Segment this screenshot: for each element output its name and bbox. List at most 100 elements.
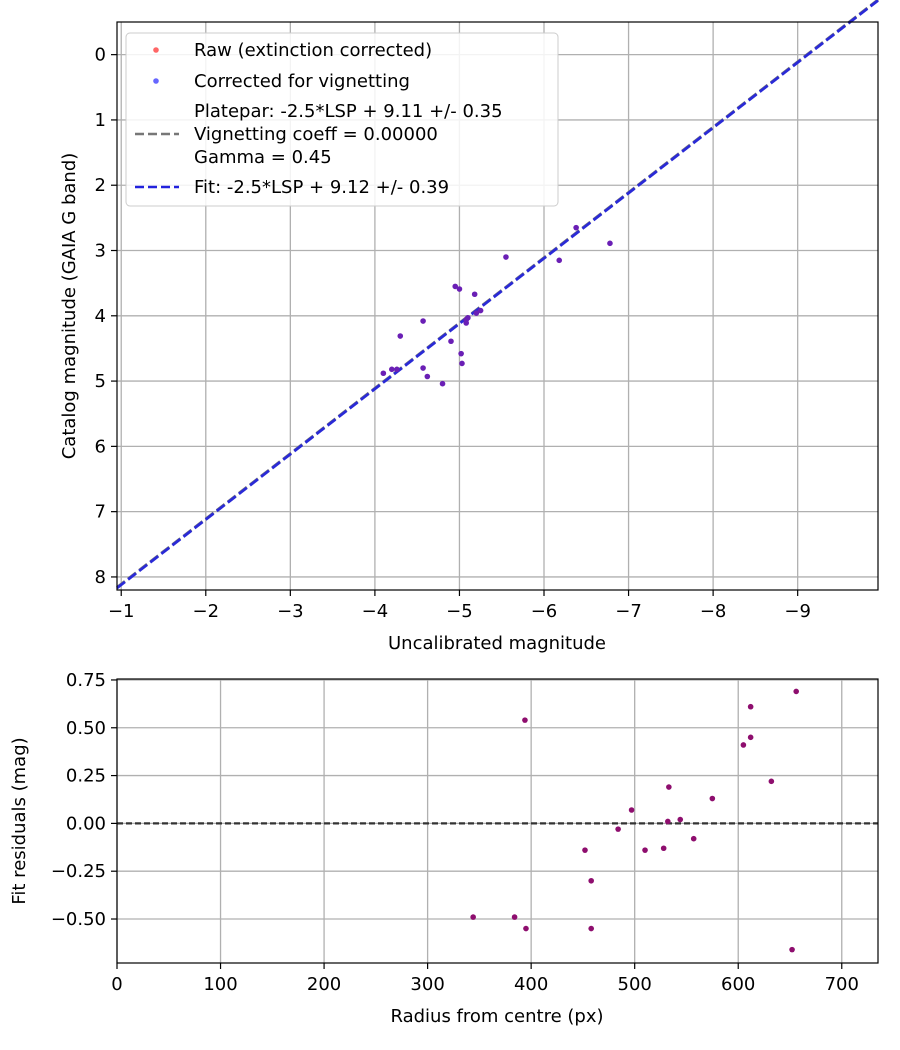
legend-label-vignetting: Vignetting coeff = 0.00000	[194, 124, 438, 145]
x-tick-label: −3	[277, 601, 304, 622]
data-point	[522, 717, 528, 723]
y-tick-label: 5	[95, 371, 106, 392]
data-point	[420, 318, 426, 324]
x-tick-label: −4	[362, 601, 389, 622]
data-point	[463, 320, 470, 326]
data-point	[448, 338, 454, 345]
x-tick-label: −2	[193, 601, 220, 622]
data-point	[789, 946, 795, 953]
legend-box	[125, 32, 559, 207]
legend-marker-raw	[153, 47, 159, 53]
bottom-plot-frame	[116, 678, 879, 964]
y-tick-label: −0.50	[51, 909, 106, 930]
top-plot-frame	[116, 21, 879, 591]
fit-line	[116, 0, 879, 590]
data-point	[665, 818, 671, 825]
bottom-plot-y-ticks: 0.75 0.50 0.25 0.00 −0.25 −0.50	[51, 670, 117, 930]
y-tick-label: −0.25	[51, 861, 106, 882]
data-point	[588, 925, 595, 932]
x-tick-label: 500	[618, 974, 652, 995]
data-point	[628, 807, 635, 813]
data-point	[740, 742, 747, 748]
bottom-plot-x-ticks: 0 100 200 300 400 500 600 700	[111, 963, 859, 995]
data-point	[456, 286, 463, 292]
top-plot-y-ticks: 0 1 2 3 4 5 6 7 8	[95, 45, 117, 588]
y-tick-label: 0.50	[66, 718, 106, 739]
y-tick-label: 0	[95, 45, 106, 66]
data-point	[420, 365, 426, 371]
top-plot-x-ticks: −1 −2 −3 −4 −5 −6 −7 −8 −9	[108, 590, 811, 622]
x-tick-label: −1	[108, 601, 135, 622]
y-tick-label: 7	[95, 502, 106, 523]
data-point	[573, 224, 579, 231]
data-point	[556, 257, 563, 264]
top-plot-legend: Raw (extinction corrected) Corrected for…	[125, 32, 559, 207]
x-tick-label: −9	[784, 601, 811, 622]
y-tick-label: 2	[95, 175, 106, 196]
data-point	[477, 307, 484, 314]
data-point	[660, 845, 667, 852]
top-plot-x-label: Uncalibrated magnitude	[388, 633, 606, 654]
x-tick-label: −5	[446, 601, 473, 622]
top-plot-y-label: Catalog magnitude (GAIA G band)	[59, 153, 80, 460]
data-point	[439, 380, 446, 387]
bottom-residuals-plot: 0 100 200 300 400 500 600 700 0.75 0.50 0.25 0.00 −…	[9, 670, 879, 1027]
data-point	[709, 795, 716, 802]
data-point	[473, 310, 480, 316]
data-point	[397, 333, 404, 339]
y-tick-label: 8	[95, 567, 106, 588]
data-point	[666, 784, 672, 790]
data-point	[452, 283, 459, 290]
y-tick-label: 4	[95, 306, 106, 327]
y-tick-label: 0.25	[66, 766, 106, 787]
x-tick-label: −8	[700, 601, 727, 622]
top-plot-points	[380, 224, 613, 387]
y-tick-label: 6	[95, 436, 106, 457]
x-tick-label: 400	[514, 974, 548, 995]
x-tick-label: −6	[531, 601, 558, 622]
data-point	[389, 366, 395, 373]
bottom-plot-y-label: Fit residuals (mag)	[9, 737, 30, 904]
legend-label-fit: Fit: -2.5*LSP + 9.12 +/- 0.39	[194, 177, 449, 198]
top-plot-lines	[116, 0, 879, 590]
y-tick-label: 3	[95, 241, 106, 262]
data-point	[458, 350, 464, 357]
data-point	[768, 778, 775, 785]
data-point	[523, 925, 529, 932]
legend-marker-corrected	[153, 78, 159, 84]
y-tick-label: 1	[95, 110, 106, 131]
data-point	[511, 914, 518, 920]
bottom-plot-x-label: Radius from centre (px)	[390, 1006, 603, 1027]
x-tick-label: 0	[111, 974, 122, 995]
data-point	[459, 360, 465, 367]
y-tick-label: 0.75	[66, 670, 106, 691]
legend-label-gamma: Gamma = 0.45	[194, 147, 332, 168]
data-point	[793, 688, 800, 695]
data-point	[677, 816, 684, 823]
legend-label-platepar: Platepar: -2.5*LSP + 9.11 +/- 0.35	[194, 101, 503, 122]
data-point	[642, 847, 648, 853]
data-point	[471, 291, 478, 298]
x-tick-label: 700	[825, 974, 859, 995]
data-point	[394, 366, 400, 373]
top-scatter-plot: −1 −2 −3 −4 −5 −6 −7 −8 −9 0 1 2 3 4 5 6 7 8 Uncalibrate…	[59, 0, 879, 654]
legend-label-corrected: Corrected for vignetting	[194, 71, 410, 92]
data-point	[503, 254, 509, 260]
data-point	[690, 835, 697, 842]
data-point	[607, 240, 613, 247]
x-tick-label: 600	[721, 974, 755, 995]
x-tick-label: 100	[203, 974, 237, 995]
x-tick-label: 300	[410, 974, 444, 995]
data-point	[615, 826, 621, 832]
data-point	[424, 373, 431, 380]
data-point	[582, 847, 588, 853]
legend-label-raw: Raw (extinction corrected)	[194, 40, 432, 61]
data-point	[380, 370, 387, 377]
data-point	[747, 734, 754, 741]
x-tick-label: −7	[615, 601, 642, 622]
data-point	[747, 703, 754, 710]
data-point	[588, 877, 595, 884]
data-point	[470, 914, 476, 920]
x-tick-label: 200	[307, 974, 341, 995]
